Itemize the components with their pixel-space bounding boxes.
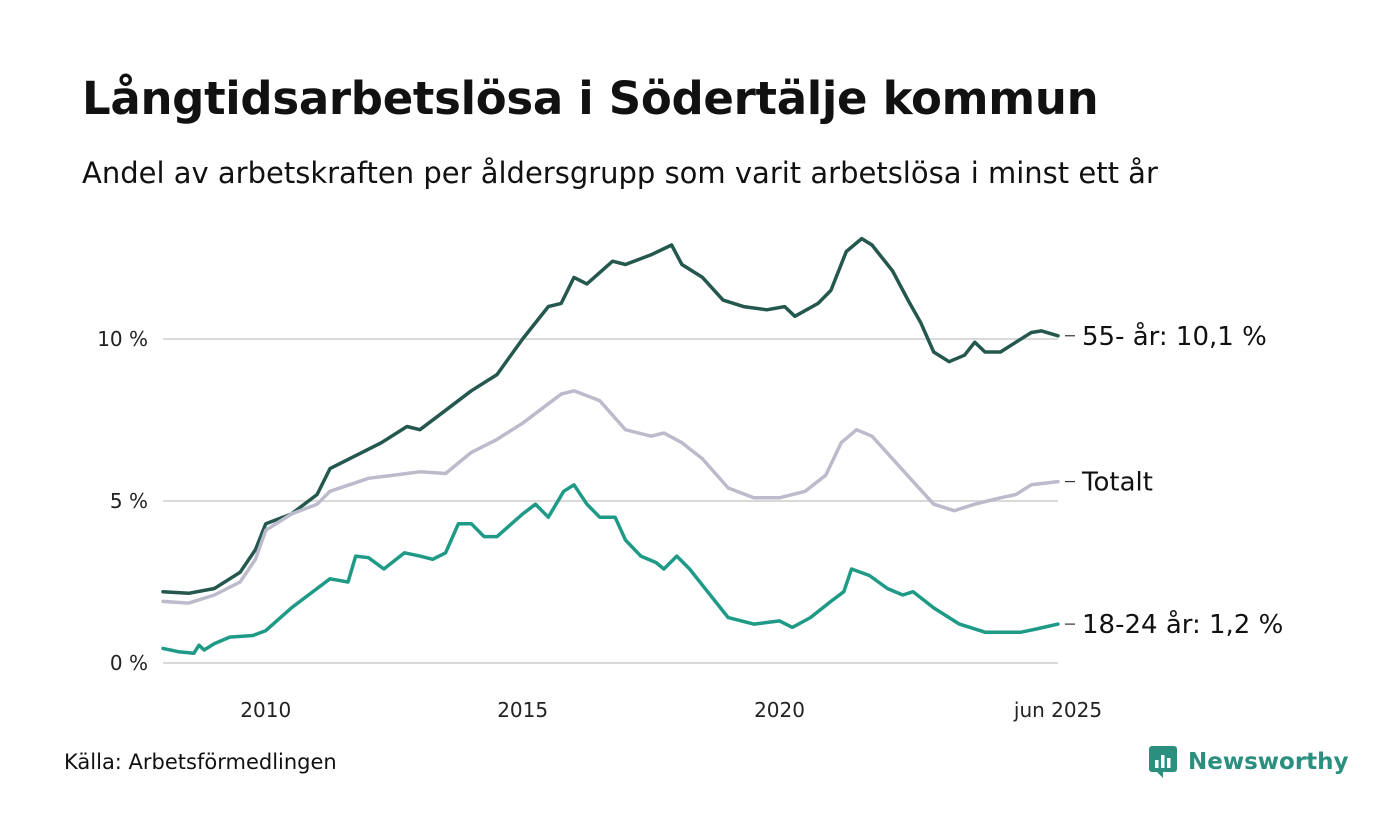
- x-tick-label: 2020: [754, 698, 805, 722]
- series-end-label-age_55_plus: 55- år: 10,1 %: [1082, 321, 1267, 352]
- series-end-label-total: Totalt: [1081, 468, 1153, 498]
- x-tick-label: jun 2025: [1013, 698, 1102, 722]
- y-tick-label: 10 %: [97, 327, 148, 351]
- chart-subtitle: Andel av arbetskraften per åldersgrupp s…: [82, 156, 1158, 190]
- source-note: Källa: Arbetsförmedlingen: [64, 750, 337, 774]
- series-line-age_18_24: [161, 483, 1060, 656]
- y-tick-label: 5 %: [110, 489, 148, 513]
- newsworthy-logo: Newsworthy: [1148, 745, 1349, 779]
- y-axis-tick-labels: 0 % 5 % 10 %: [97, 327, 148, 675]
- series-line-age_55_plus: [161, 236, 1060, 596]
- series-end-label-age_18_24: 18-24 år: 1,2 %: [1082, 609, 1283, 640]
- series-end-labels: 55- år: 10,1 % Totalt 18-24 år: 1,2 %: [1065, 321, 1283, 640]
- x-axis-tick-labels: 2010 2015 2020 jun 2025: [240, 698, 1102, 722]
- chart-logo-icon: [1149, 746, 1177, 778]
- x-tick-label: 2010: [240, 698, 291, 722]
- series-lines: [161, 236, 1060, 656]
- logo-text: Newsworthy: [1188, 749, 1349, 775]
- y-tick-label: 0 %: [110, 651, 148, 675]
- gridlines: [163, 338, 1058, 664]
- series-line-total: [161, 389, 1060, 605]
- chart-title: Långtidsarbetslösa i Södertälje kommun: [82, 72, 1099, 125]
- x-tick-label: 2015: [497, 698, 548, 722]
